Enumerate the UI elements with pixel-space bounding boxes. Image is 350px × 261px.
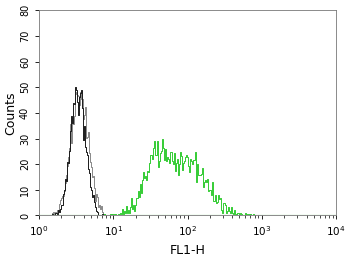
X-axis label: FL1-H: FL1-H bbox=[170, 244, 205, 257]
Y-axis label: Counts: Counts bbox=[4, 91, 17, 135]
